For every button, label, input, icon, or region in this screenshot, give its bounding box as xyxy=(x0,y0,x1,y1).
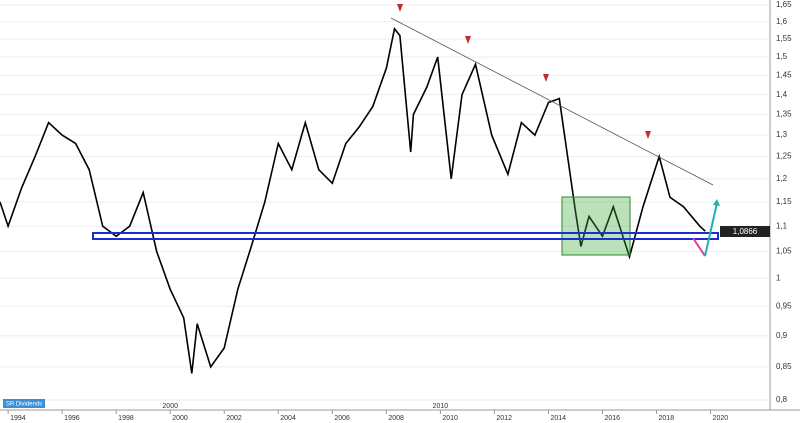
arrow-head xyxy=(713,199,720,206)
y-tick-label: 1,15 xyxy=(776,197,792,206)
y-tick-label: 0,95 xyxy=(776,301,792,310)
badge-text: SR Dividends xyxy=(6,402,42,408)
y-tick-label: 0,9 xyxy=(776,331,788,340)
x-tick-label: 2020 xyxy=(713,415,729,422)
x-tick-label: 2002 xyxy=(226,415,242,422)
y-tick-label: 0,85 xyxy=(776,362,792,371)
y-tick-label: 1,55 xyxy=(776,34,792,43)
x-tick-label: 1994 xyxy=(10,415,26,422)
x-tick-label: 2004 xyxy=(280,415,296,422)
x-tick-label: 2006 xyxy=(334,415,350,422)
y-tick-label: 1,35 xyxy=(776,110,792,119)
major-x-tick-label: 2000 xyxy=(162,403,178,410)
price-label: 1,0866 xyxy=(733,227,758,236)
y-tick-label: 1,05 xyxy=(776,247,792,256)
support-band xyxy=(92,232,719,240)
annotations: 1,0866 SR Dividends xyxy=(0,0,800,411)
price-line xyxy=(0,26,706,374)
badge xyxy=(3,399,45,408)
down-arrow xyxy=(692,237,706,257)
peak-markers xyxy=(397,4,651,139)
major-x-tick-label: 2010 xyxy=(433,403,449,410)
up-arrow xyxy=(704,202,718,257)
y-tick-label: 1,3 xyxy=(776,130,788,139)
x-tick-label: 1998 xyxy=(118,415,134,422)
y-tick-label: 1,45 xyxy=(776,71,792,80)
x-tick-label: 1996 xyxy=(64,415,80,422)
trend-line xyxy=(390,17,714,186)
x-tick-label: 2010 xyxy=(442,415,458,422)
x-tick-label: 2016 xyxy=(604,415,620,422)
y-tick-label: 0,8 xyxy=(776,395,788,404)
y-tick-label: 1,6 xyxy=(776,17,788,26)
y-tick-label: 1,65 xyxy=(776,0,792,9)
x-tick-label: 2014 xyxy=(550,415,566,422)
x-tick-label: 2018 xyxy=(659,415,675,422)
y-tick-label: 1,25 xyxy=(776,152,792,161)
y-tick-label: 1,4 xyxy=(776,90,788,99)
x-tick-label: 2008 xyxy=(388,415,404,422)
y-tick-label: 1,1 xyxy=(776,221,788,230)
price-tag xyxy=(720,226,770,237)
y-tick-label: 1,2 xyxy=(776,174,788,183)
y-tick-label: 1,5 xyxy=(776,52,788,61)
x-tick-label: 2012 xyxy=(496,415,512,422)
y-tick-label: 1 xyxy=(776,273,781,282)
range-box xyxy=(561,196,631,256)
x-tick-label: 2000 xyxy=(172,415,188,422)
